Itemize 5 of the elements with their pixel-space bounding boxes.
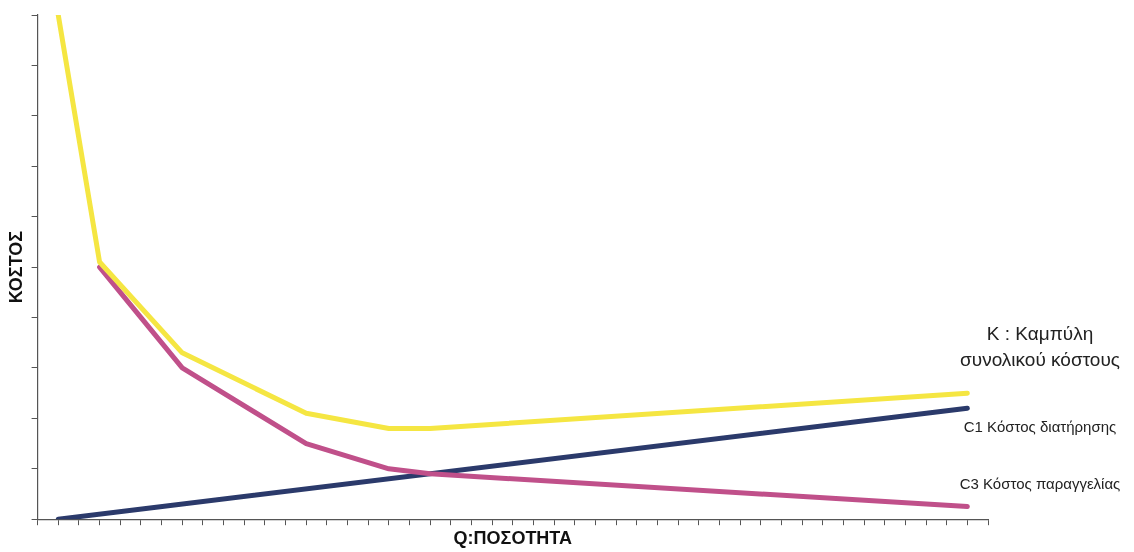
x-axis-title: Q:ΠΟΣΟΤΗΤΑ xyxy=(453,528,573,549)
y-axis-title: ΚΟΣΤΟΣ xyxy=(5,230,26,304)
series-label: C1 Κόστος διατήρησης xyxy=(963,418,1117,436)
series-label: K : Καμπύλη συνολικού κόστους xyxy=(960,323,1120,371)
series-label: C3 Κόστος παραγγελίας xyxy=(959,474,1121,492)
